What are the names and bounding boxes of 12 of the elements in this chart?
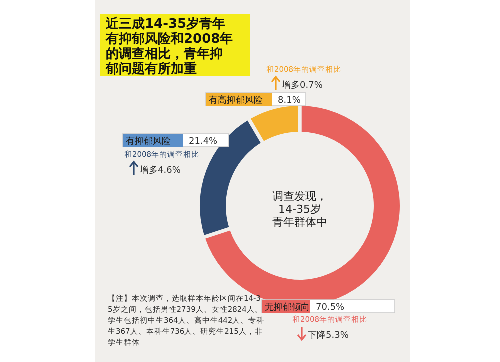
text: 增多0.7%: [281, 80, 324, 91]
data-label: 70.5%: [316, 303, 346, 313]
slice-label: 无抑郁倾向: [265, 302, 310, 313]
chart-title: 近三成14-35岁青年有抑郁风险和2008年的调查相比，青年抑郁问题有所加重: [105, 16, 234, 77]
slice-label: 有抑郁风险: [126, 136, 171, 147]
text: 调查发现，14-35岁青年群体中: [272, 190, 328, 229]
text: 增多4.6%: [139, 165, 182, 176]
donut-slice: [250, 106, 298, 142]
text: 下降5.3%: [308, 330, 350, 341]
data-label: 8.1%: [278, 96, 302, 106]
slice-label: 有高抑郁风险: [209, 95, 263, 106]
data-label: 21.4%: [189, 137, 218, 147]
